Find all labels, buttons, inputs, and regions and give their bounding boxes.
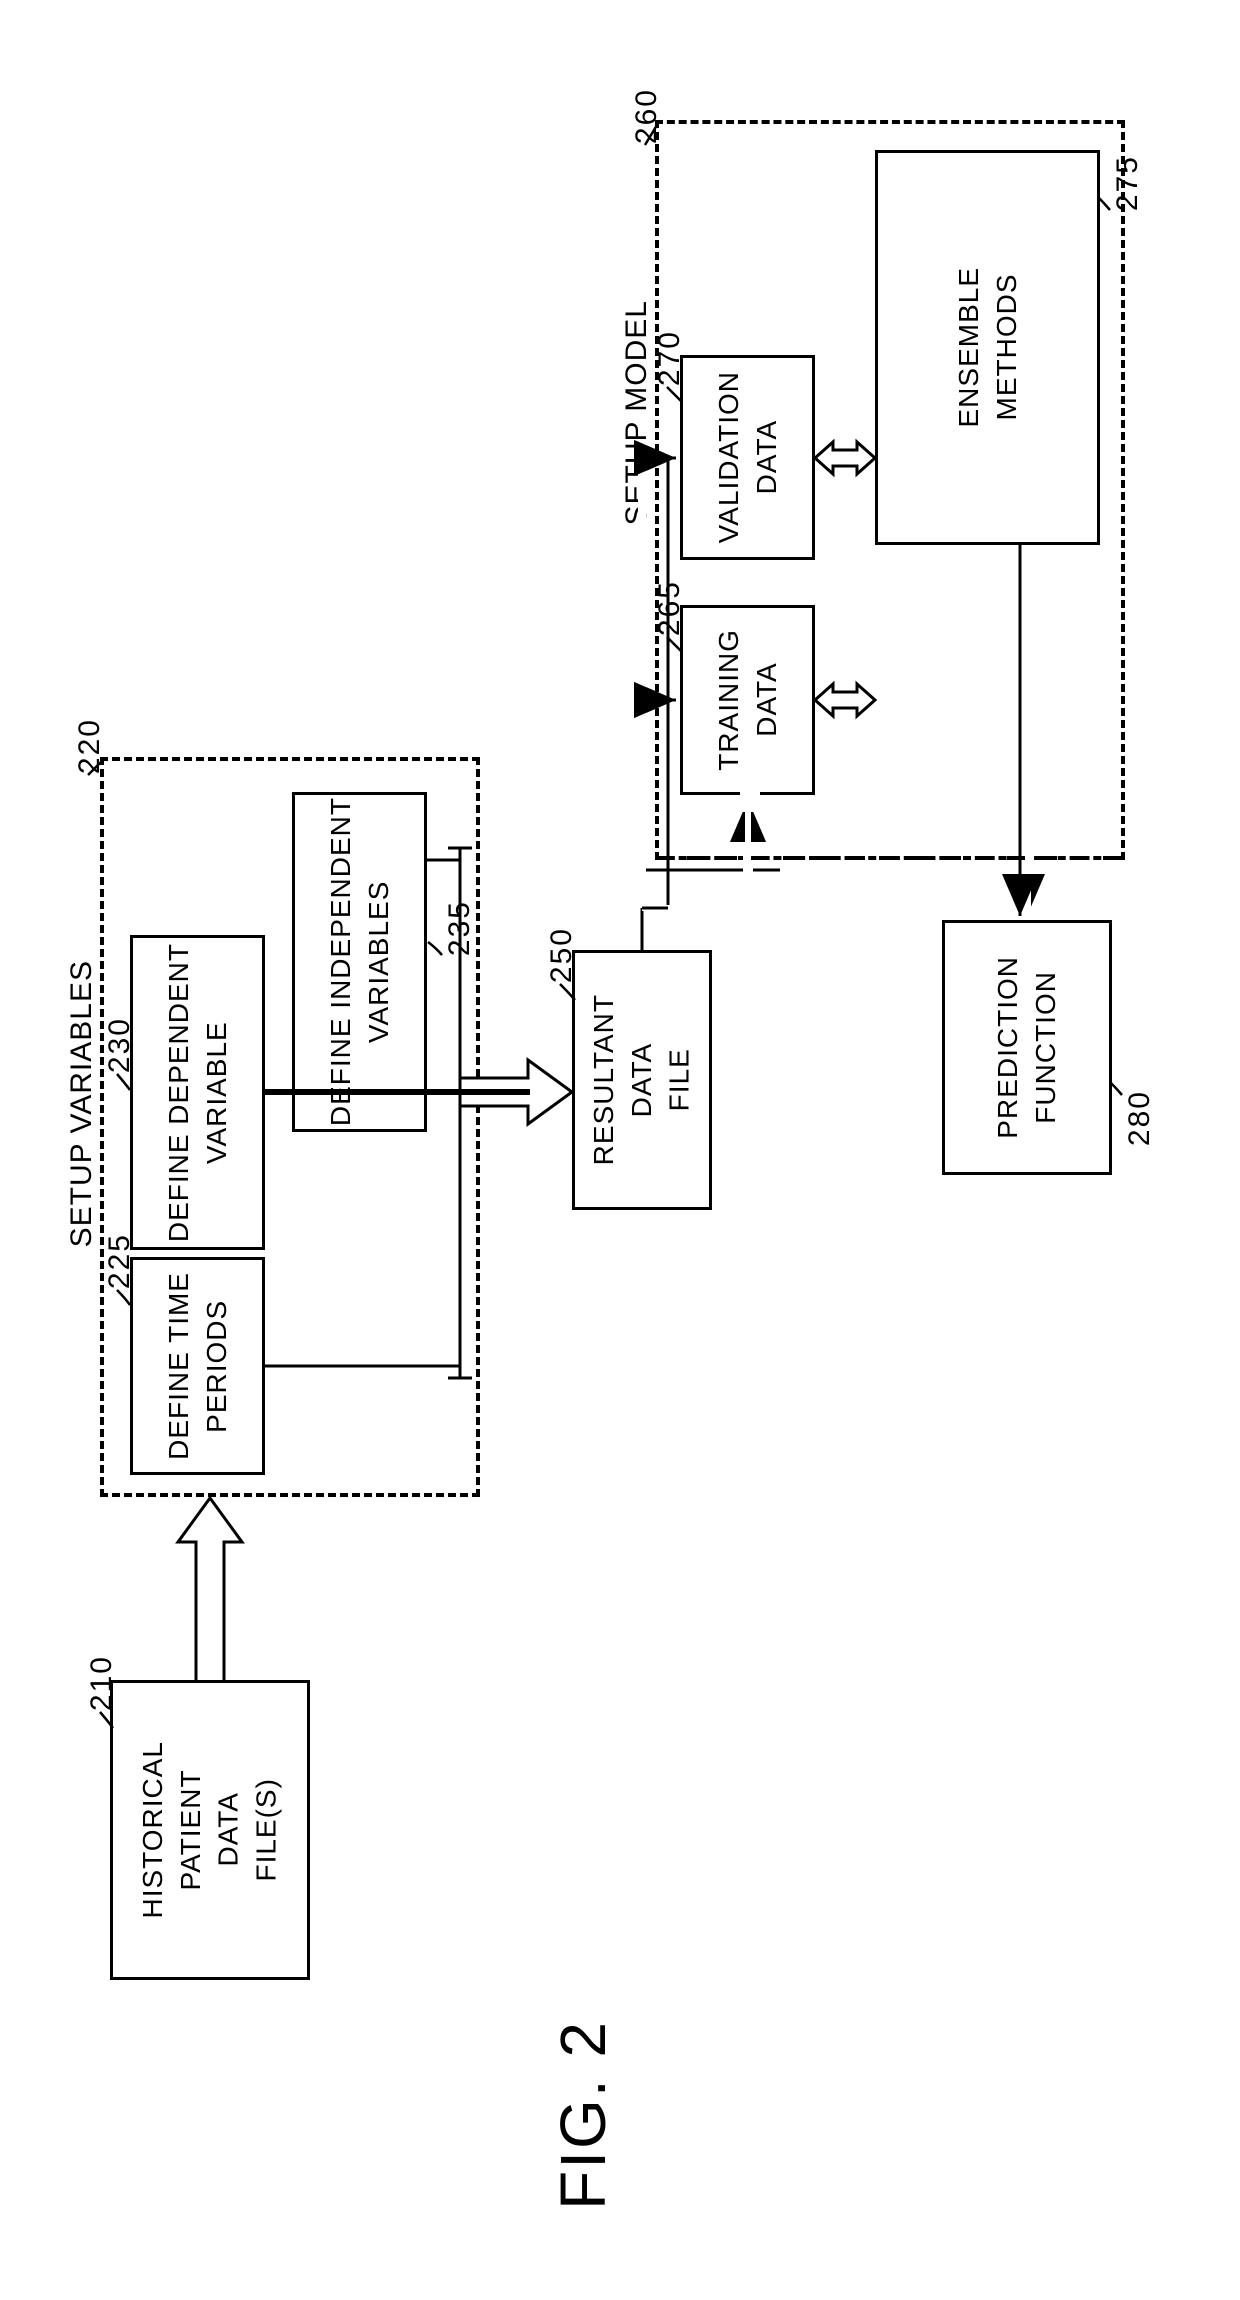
cleanup1 (0, 0, 1, 1)
box-prediction2: PREDICTION FUNCTION (942, 920, 1112, 1175)
ref-280: 280 (1120, 1090, 1161, 1146)
label-setup-variables: SETUP VARIABLES (62, 960, 103, 1247)
leader-270 (0, 0, 1, 1)
leader-275 (0, 0, 1, 1)
conns-setup-model (0, 0, 1, 1)
resultant-fork-fix (0, 0, 1, 1)
leader-260 (0, 0, 1, 1)
ref-260: 260 (627, 88, 668, 144)
leader-280 (0, 0, 1, 1)
box-dependent: DEFINE DEPENDENT VARIABLE (130, 935, 265, 1250)
leader-230 (0, 0, 1, 1)
box-dependent-text: DEFINE DEPENDENT VARIABLE (160, 943, 236, 1242)
leader-220 (0, 0, 1, 1)
setup-model-arrows (0, 0, 1, 1)
leader-235 (0, 0, 1, 1)
ref-235: 235 (440, 900, 481, 956)
box-historical-text: HISTORICAL PATIENT DATA FILE(S) (134, 1741, 285, 1919)
leader-210 (0, 0, 1, 1)
arrow-historical-to-setupvars (0, 0, 1, 1)
box-resultant-text: RESULTANT DATA FILE (585, 994, 698, 1165)
figure-label: FIG. 2 (540, 2020, 626, 2210)
box-time-periods-text: DEFINE TIME PERIODS (160, 1272, 236, 1460)
ref-220: 220 (70, 718, 111, 774)
ensemble-to-prediction-fix (0, 0, 1, 1)
ref-270: 270 (650, 330, 691, 386)
ens-pred (0, 0, 1, 1)
arrow-resultant-split (0, 0, 1, 1)
box-training-text: TRAINING DATA (710, 629, 786, 771)
box-ensemble: ENSEMBLE METHODS (875, 150, 1100, 545)
box-ensemble-text: ENSEMBLE METHODS (950, 267, 1026, 428)
dashed-restore (0, 0, 1, 1)
ref-210: 210 (82, 1655, 123, 1711)
resultant-fork-v2 (0, 0, 1, 1)
box-training: TRAINING DATA (680, 605, 815, 795)
ref-275: 275 (1108, 155, 1149, 211)
ref-265: 265 (650, 580, 691, 636)
arrow-bus-to-resultant (0, 0, 1, 1)
box-independent-v: DEFINE INDEPENDENT VARIABLES (292, 792, 427, 1132)
leader-225 (0, 0, 1, 1)
ref-230: 230 (100, 1017, 141, 1073)
box-time-periods: DEFINE TIME PERIODS (130, 1257, 265, 1475)
box-validation-text: VALIDATION DATA (710, 371, 786, 543)
leader-265 (0, 0, 1, 1)
box-independent-text: DEFINE INDEPENDENT VARIABLES (322, 797, 398, 1126)
leader-250 (0, 0, 1, 1)
ref-250: 250 (542, 927, 583, 983)
box-prediction-text: PREDICTION FUNCTION (989, 956, 1065, 1139)
bus-setupvars (0, 0, 1, 1)
box-validation: VALIDATION DATA (680, 355, 815, 560)
box-historical: HISTORICAL PATIENT DATA FILE(S) (110, 1680, 310, 1980)
box-resultant: RESULTANT DATA FILE (572, 950, 712, 1210)
